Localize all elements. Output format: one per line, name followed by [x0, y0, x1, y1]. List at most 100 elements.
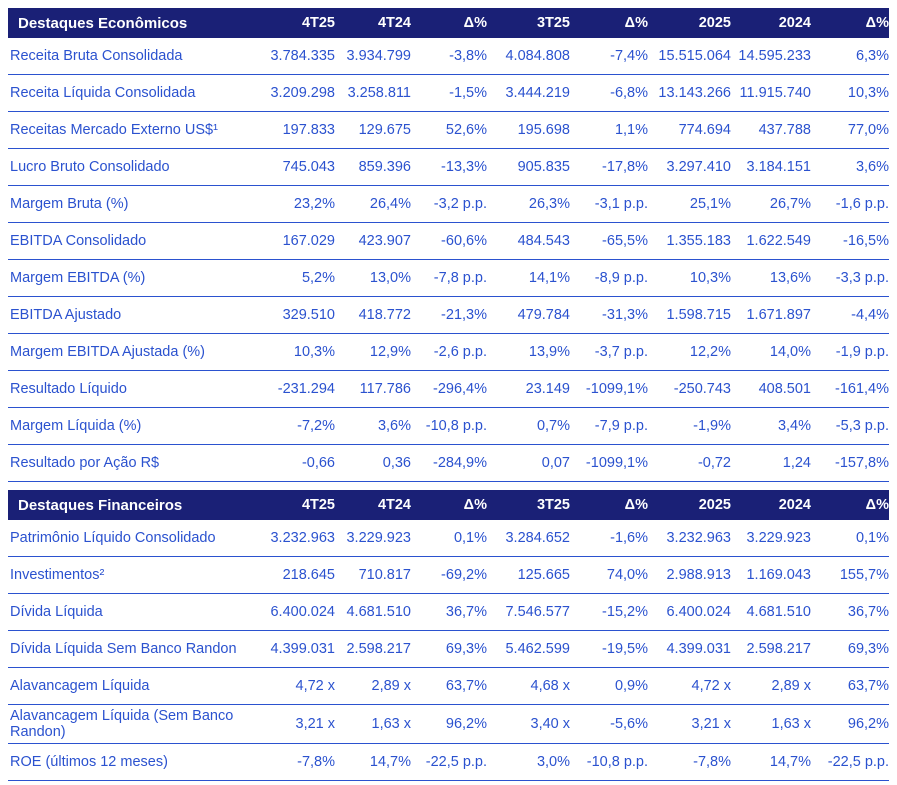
table-row: Alavancagem Líquida (Sem Banco Randon) 3… — [8, 704, 889, 744]
row-value: 2.988.913 — [648, 556, 731, 594]
row-value: 710.817 — [335, 556, 411, 594]
row-value: 13,0% — [335, 259, 411, 297]
table-row: Receita Bruta Consolidada 3.784.335 3.93… — [8, 38, 889, 75]
column-header-2025: 2025 — [648, 490, 731, 520]
table-row: Receitas Mercado Externo US$¹ 197.833 12… — [8, 111, 889, 149]
row-value: 5,2% — [255, 259, 335, 297]
row-value: -2,6 p.p. — [411, 333, 487, 371]
table-row: EBITDA Ajustado 329.510 418.772 -21,3% 4… — [8, 296, 889, 334]
table-row: Resultado por Ação R$ -0,66 0,36 -284,9%… — [8, 444, 889, 482]
column-header-4t24: 4T24 — [335, 490, 411, 520]
row-value: 23.149 — [487, 370, 570, 408]
row-value: -1099,1% — [570, 370, 648, 408]
row-value: 0,1% — [411, 520, 487, 557]
header-row: Destaques Financeiros 4T25 4T24 Δ% 3T25 … — [8, 490, 889, 520]
row-value: 10,3% — [811, 74, 889, 112]
table-row: Margem Líquida (%) -7,2% 3,6% -10,8 p.p.… — [8, 407, 889, 445]
row-value: 3.232.963 — [255, 520, 335, 557]
row-value: 167.029 — [255, 222, 335, 260]
row-value: -1,6% — [570, 520, 648, 557]
table-row: Receita Líquida Consolidada 3.209.298 3.… — [8, 74, 889, 112]
row-label: Margem Líquida (%) — [8, 407, 255, 445]
row-value: 13,9% — [487, 333, 570, 371]
row-value: 63,7% — [811, 667, 889, 705]
row-value: 10,8% — [731, 780, 811, 785]
row-value: 774.694 — [648, 111, 731, 149]
row-label: Alavancagem Líquida — [8, 667, 255, 705]
row-value: 3,40 x — [487, 704, 570, 744]
row-value: 484.543 — [487, 222, 570, 260]
row-value: 3.229.923 — [335, 520, 411, 557]
row-value: 0,36 — [335, 444, 411, 482]
row-value: 74,0% — [570, 556, 648, 594]
row-value: -5,9 p.p. — [411, 780, 487, 785]
column-header-delta-1: Δ% — [411, 490, 487, 520]
row-value: 14,7% — [335, 743, 411, 781]
row-value: 4,72 x — [648, 667, 731, 705]
row-value: 0,9% — [570, 667, 648, 705]
row-value: 125.665 — [487, 556, 570, 594]
row-value: -15,2% — [570, 593, 648, 631]
row-value: 36,7% — [411, 593, 487, 631]
row-value: 3,4% — [731, 407, 811, 445]
row-value: -22,5 p.p. — [411, 743, 487, 781]
economic-table-body: Receita Bruta Consolidada 3.784.335 3.93… — [8, 38, 889, 482]
row-value: -1,9 p.p. — [811, 333, 889, 371]
row-value: 905.835 — [487, 148, 570, 186]
table-row: Dívida Líquida 6.400.024 4.681.510 36,7%… — [8, 593, 889, 631]
row-value: 3.229.923 — [731, 520, 811, 557]
row-value: -60,6% — [411, 222, 487, 260]
economic-table-title: Destaques Econômicos — [8, 8, 255, 38]
table-row: Patrimônio Líquido Consolidado 3.232.963… — [8, 520, 889, 557]
table-row: Margem Bruta (%) 23,2% 26,4% -3,2 p.p. 2… — [8, 185, 889, 223]
row-value: -10,8 p.p. — [411, 407, 487, 445]
column-header-4t25: 4T25 — [255, 490, 335, 520]
column-header-delta-3: Δ% — [811, 490, 889, 520]
row-value: 195.698 — [487, 111, 570, 149]
financial-table-body: Patrimônio Líquido Consolidado 3.232.963… — [8, 520, 889, 785]
row-label: ROE (últimos 12 meses) — [8, 743, 255, 781]
economic-table-header: Destaques Econômicos 4T25 4T24 Δ% 3T25 Δ… — [8, 8, 889, 38]
row-value: -3,8% — [411, 38, 487, 75]
row-value: 3.934.799 — [335, 38, 411, 75]
row-label: Resultado por Ação R$ — [8, 444, 255, 482]
row-label: EBITDA Consolidado — [8, 222, 255, 260]
row-value: -1,6 p.p. — [811, 185, 889, 223]
row-label: Lucro Bruto Consolidado — [8, 148, 255, 186]
row-value: 5.462.599 — [487, 630, 570, 668]
row-value: 26,4% — [335, 185, 411, 223]
row-value: 12,2% — [648, 333, 731, 371]
row-value: 6.400.024 — [255, 593, 335, 631]
row-value: 4.399.031 — [648, 630, 731, 668]
row-label: Patrimônio Líquido Consolidado — [8, 520, 255, 557]
row-value: 3.784.335 — [255, 38, 335, 75]
row-value: 6.400.024 — [648, 593, 731, 631]
row-value: 3,21 x — [648, 704, 731, 744]
row-value: 12,9% — [335, 333, 411, 371]
row-value: -8,9 p.p. — [570, 259, 648, 297]
column-header-delta-3: Δ% — [811, 8, 889, 38]
row-label: Margem Bruta (%) — [8, 185, 255, 223]
column-header-2024: 2024 — [731, 8, 811, 38]
row-value: -1099,1% — [570, 444, 648, 482]
column-header-4t25: 4T25 — [255, 8, 335, 38]
row-value: 2,89 x — [335, 667, 411, 705]
row-label: EBITDA Ajustado — [8, 296, 255, 334]
table-row: ROIC (últimos 12 meses) 5,0% 10,8% -5,9 … — [8, 780, 889, 785]
row-value: 25,1% — [648, 185, 731, 223]
column-header-4t24: 4T24 — [335, 8, 411, 38]
row-value: -19,5% — [570, 630, 648, 668]
row-value: 52,6% — [411, 111, 487, 149]
row-value: 14.595.233 — [731, 38, 811, 75]
table-row: Lucro Bruto Consolidado 745.043 859.396 … — [8, 148, 889, 186]
row-value: -69,2% — [411, 556, 487, 594]
row-value: 3.184.151 — [731, 148, 811, 186]
table-row: Alavancagem Líquida 4,72 x 2,89 x 63,7% … — [8, 667, 889, 705]
row-label: Receitas Mercado Externo US$¹ — [8, 111, 255, 149]
row-value: 10,3% — [648, 259, 731, 297]
row-value: 26,7% — [731, 185, 811, 223]
row-value: 1.622.549 — [731, 222, 811, 260]
table-row: EBITDA Consolidado 167.029 423.907 -60,6… — [8, 222, 889, 260]
row-label: Margem EBITDA Ajustada (%) — [8, 333, 255, 371]
